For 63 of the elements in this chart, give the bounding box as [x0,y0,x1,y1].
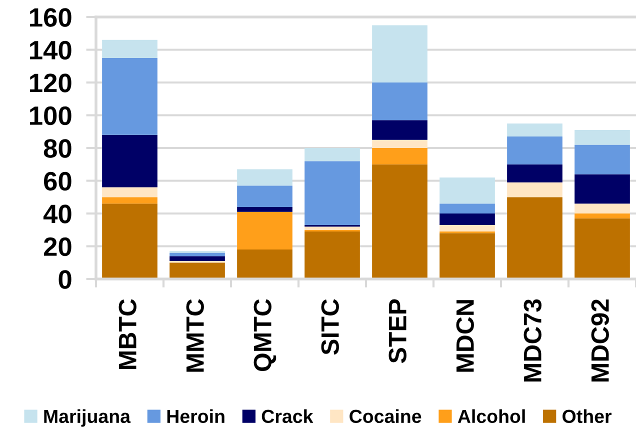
bar [372,25,428,82]
bar [372,82,428,120]
bar [574,174,630,204]
bar [440,233,495,279]
bar [102,58,158,135]
legend-label: Cocaine [350,409,422,424]
legend-label: Crack [262,409,314,424]
y-tick-label: 120 [30,74,72,92]
bar [372,164,428,279]
y-tick-label: 0 [58,270,72,289]
bar [304,161,360,225]
bar [170,262,225,279]
bar [237,206,292,212]
bar [304,232,360,279]
bar [507,164,562,182]
bar [237,250,292,279]
bar [574,204,630,214]
bar [574,130,630,145]
bar [507,136,562,164]
bar [372,148,428,164]
bar [440,204,495,214]
x-tick-label: SITC [321,299,339,355]
legend-label: Other [562,409,612,424]
bar [237,186,292,207]
bar [304,226,360,230]
y-tick-label: 40 [43,204,72,224]
bar [372,140,428,148]
bar [237,169,292,186]
bar [102,187,158,198]
bar [304,148,360,162]
x-tick-label: QMTC [254,299,276,372]
y-tick-label: 80 [44,139,72,158]
x-tick-label: STEP [388,299,406,364]
bar [102,40,158,58]
legend-label: Heroin [167,409,224,424]
bar [372,120,428,140]
bar [102,197,158,204]
bar [102,204,158,279]
y-tick-label: 60 [44,172,72,191]
bar [440,224,495,232]
bar [170,256,225,261]
bar [507,182,562,198]
x-tick-label: MDCN [456,300,474,372]
y-tick-label: 160 [30,8,72,27]
bar [440,214,495,225]
y-tick-label: 100 [30,106,72,126]
bar [507,123,562,137]
bar [440,177,495,204]
legend-label: Alcohol [458,409,525,424]
bar [102,134,158,188]
bar [170,252,225,256]
bar [574,144,630,174]
bar [574,214,630,218]
y-tick-label: 140 [30,40,72,60]
y-tick-label: 20 [44,237,72,256]
bar [237,212,292,250]
bar [507,197,562,279]
x-tick-label: MDC92 [591,299,609,382]
bar [574,218,630,279]
x-tick-label: MDC73 [524,299,542,382]
x-tick-label: MBTC [118,299,136,369]
legend-label: Marijuana [44,409,131,427]
x-tick-label: MMTC [186,299,204,372]
